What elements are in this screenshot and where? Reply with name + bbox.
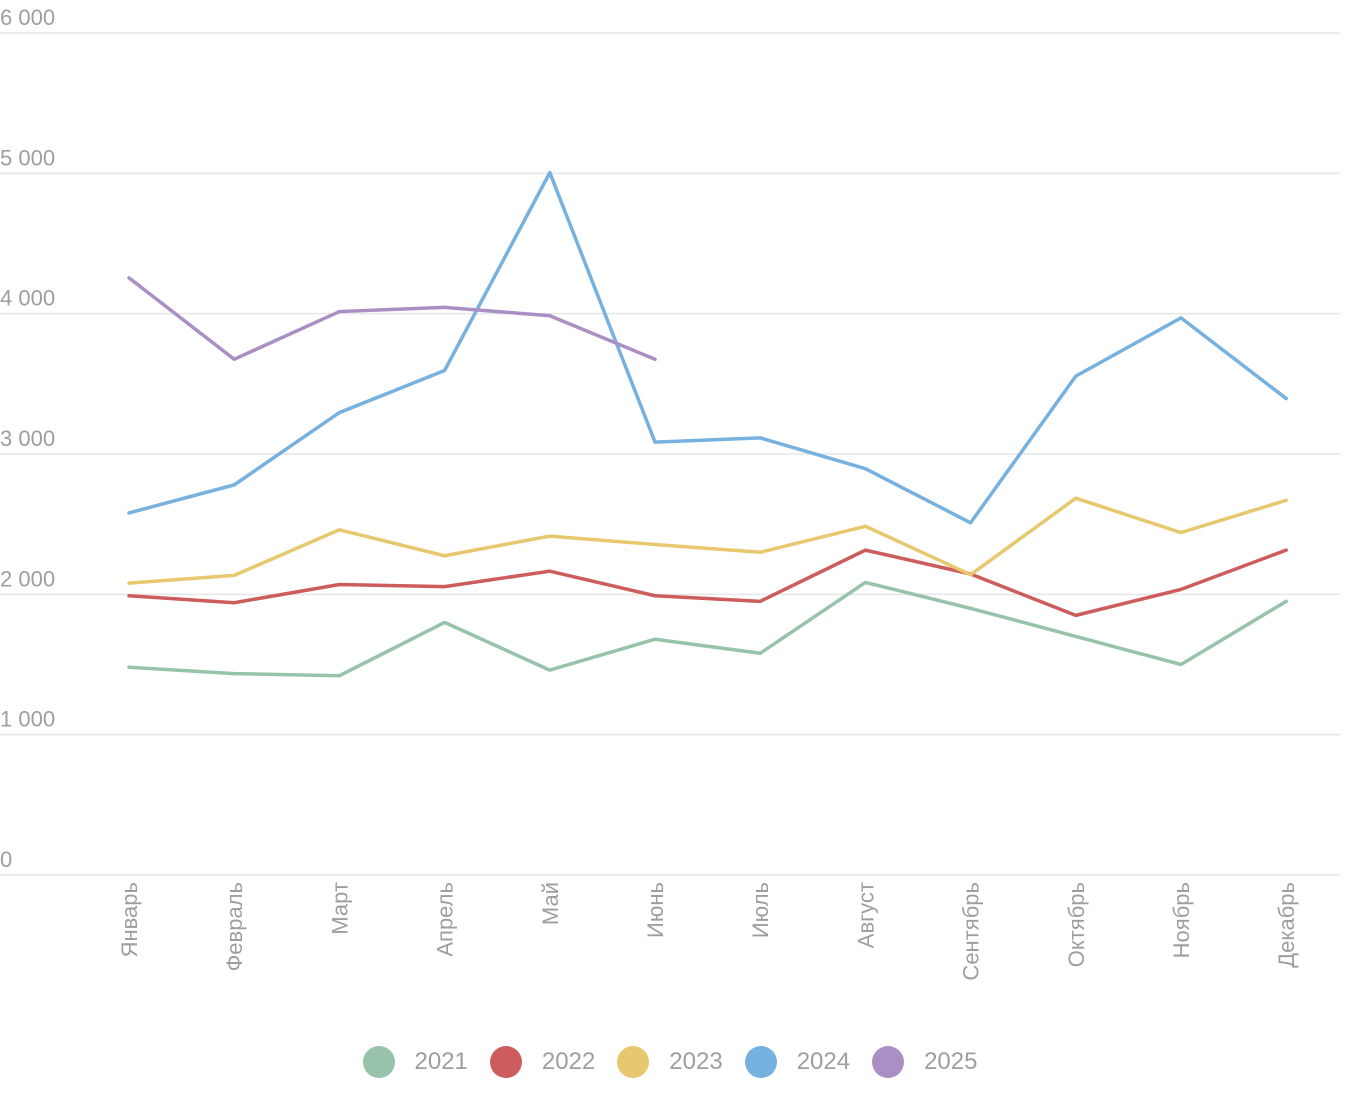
y-tick-label: 1 000 bbox=[0, 707, 55, 732]
x-tick-label: Ноябрь bbox=[1169, 882, 1194, 958]
legend-marker-icon bbox=[362, 1046, 395, 1078]
legend-label: 2022 bbox=[541, 1048, 596, 1075]
x-tick-label: Август bbox=[853, 882, 878, 948]
legend-label: 2023 bbox=[669, 1048, 723, 1075]
x-tick-label: Декабрь bbox=[1274, 882, 1299, 968]
x-tick-label: Январь bbox=[117, 882, 142, 957]
legend-marker-icon bbox=[617, 1046, 650, 1078]
y-tick-label: 5 000 bbox=[0, 145, 55, 170]
legend-item-2024[interactable]: 2024 bbox=[744, 1046, 851, 1078]
series-line-2025 bbox=[127, 276, 657, 362]
x-tick-label: Апрель bbox=[433, 882, 458, 957]
legend: 2021 2022 2023 2024 2025 bbox=[0, 1046, 1340, 1078]
x-tick-label: Сентябрь bbox=[959, 882, 984, 981]
x-tick-label: Май bbox=[538, 882, 563, 925]
y-tick-label: 4 000 bbox=[0, 286, 55, 311]
series-line-2024 bbox=[127, 170, 1288, 525]
x-tick-label: Октябрь bbox=[1064, 882, 1089, 967]
legend-marker-icon bbox=[489, 1046, 522, 1078]
x-tick-label: Июль bbox=[748, 882, 773, 938]
series-lines bbox=[127, 170, 1288, 678]
series-line-2021 bbox=[127, 580, 1288, 678]
legend-item-2025[interactable]: 2025 bbox=[872, 1046, 977, 1078]
x-axis-ticks: Январь Февраль Март Апрель Май Июнь Июль Август… bbox=[117, 882, 1299, 981]
line-chart: 0 1 000 2 000 3 000 4 000 5 000 6 000 Январь Фе… bbox=[0, 5, 1340, 981]
x-tick-label: Февраль bbox=[222, 882, 247, 971]
legend-marker-icon bbox=[744, 1046, 777, 1078]
x-tick-label: Март bbox=[327, 882, 352, 935]
grid-lines bbox=[0, 32, 1340, 876]
x-tick-label: Июнь bbox=[643, 882, 668, 938]
y-tick-label: 3 000 bbox=[0, 426, 55, 451]
legend-item-2022[interactable]: 2022 bbox=[489, 1046, 596, 1078]
y-axis-ticks: 0 1 000 2 000 3 000 4 000 5 000 6 000 bbox=[0, 5, 55, 872]
series-line-2023 bbox=[127, 496, 1288, 585]
y-tick-label: 0 bbox=[0, 847, 12, 872]
y-tick-label: 2 000 bbox=[0, 566, 55, 591]
legend-label: 2021 bbox=[414, 1048, 468, 1075]
legend-marker-icon bbox=[872, 1046, 905, 1078]
legend-label: 2024 bbox=[796, 1048, 851, 1075]
series-line-2022 bbox=[127, 548, 1288, 618]
y-tick-label: 6 000 bbox=[0, 5, 55, 30]
legend-label: 2025 bbox=[924, 1048, 978, 1075]
legend-item-2023[interactable]: 2023 bbox=[617, 1046, 723, 1078]
legend-item-2021[interactable]: 2021 bbox=[362, 1046, 468, 1078]
